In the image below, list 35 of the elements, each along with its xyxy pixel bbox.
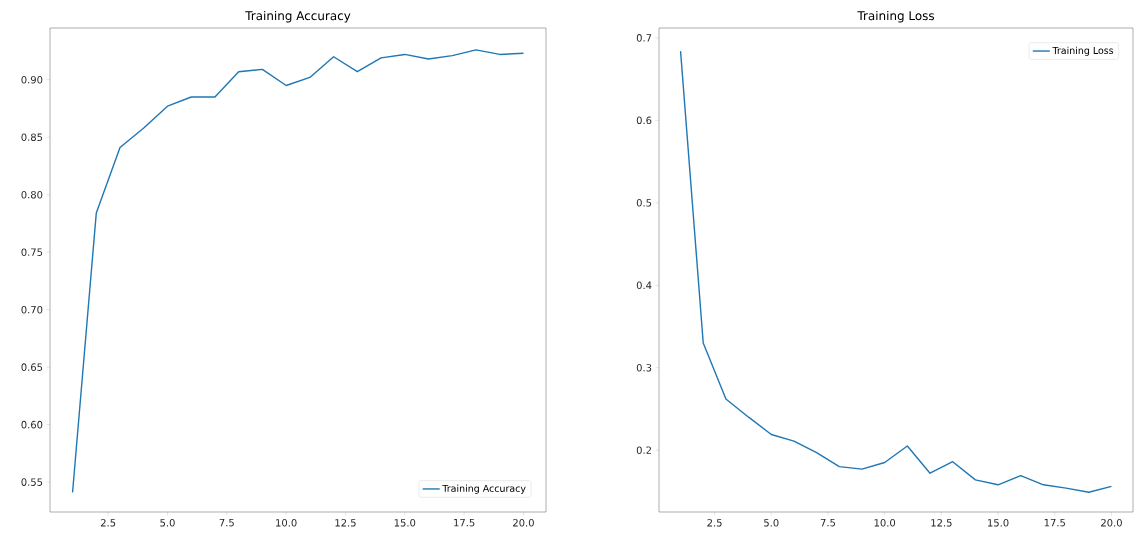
legend-label: Training Loss (1052, 46, 1114, 56)
y-tick-label: 0.5 (636, 199, 652, 207)
x-tick-label: 17.5 (454, 519, 475, 527)
y-tick-label: 0.4 (636, 281, 652, 290)
y-tick-label: 0.55 (21, 478, 43, 486)
y-tick-label: 0.6 (636, 116, 652, 125)
y-tick-label: 0.60 (21, 420, 43, 429)
y-tick-label: 0.3 (636, 363, 652, 372)
x-tick-label: 10.0 (874, 519, 896, 527)
legend-label: Training Accuracy (442, 484, 526, 494)
y-tick-label: 0.90 (21, 75, 43, 84)
x-tick-label: 10.0 (276, 519, 297, 527)
y-tick-label: 0.7 (636, 34, 652, 42)
x-tick-label: 20.0 (1101, 519, 1122, 527)
x-tick-label: 2.5 (707, 519, 722, 527)
chart-title: Training Loss (857, 10, 935, 23)
x-tick-label: 5.0 (764, 519, 779, 527)
y-tick-label: 0.65 (21, 363, 43, 371)
y-tick-label: 0.85 (21, 133, 43, 141)
x-tick-label: 12.5 (931, 519, 952, 527)
y-tick-label: 0.70 (21, 305, 43, 314)
y-tick-label: 0.2 (636, 446, 651, 454)
x-tick-label: 15.0 (394, 519, 416, 527)
y-tick-label: 0.80 (21, 190, 43, 199)
x-tick-label: 7.5 (820, 519, 836, 527)
x-tick-label: 2.5 (100, 519, 116, 527)
x-tick-label: 7.5 (219, 519, 234, 527)
x-tick-label: 5.0 (160, 519, 175, 527)
x-tick-label: 15.0 (988, 519, 1009, 527)
chart-title: Training Accuracy (245, 10, 351, 23)
x-tick-label: 20.0 (513, 519, 534, 527)
y-tick-label: 0.75 (21, 248, 43, 256)
x-tick-label: 12.5 (335, 519, 356, 527)
x-tick-label: 17.5 (1044, 519, 1065, 527)
line-series (71, 49, 525, 494)
